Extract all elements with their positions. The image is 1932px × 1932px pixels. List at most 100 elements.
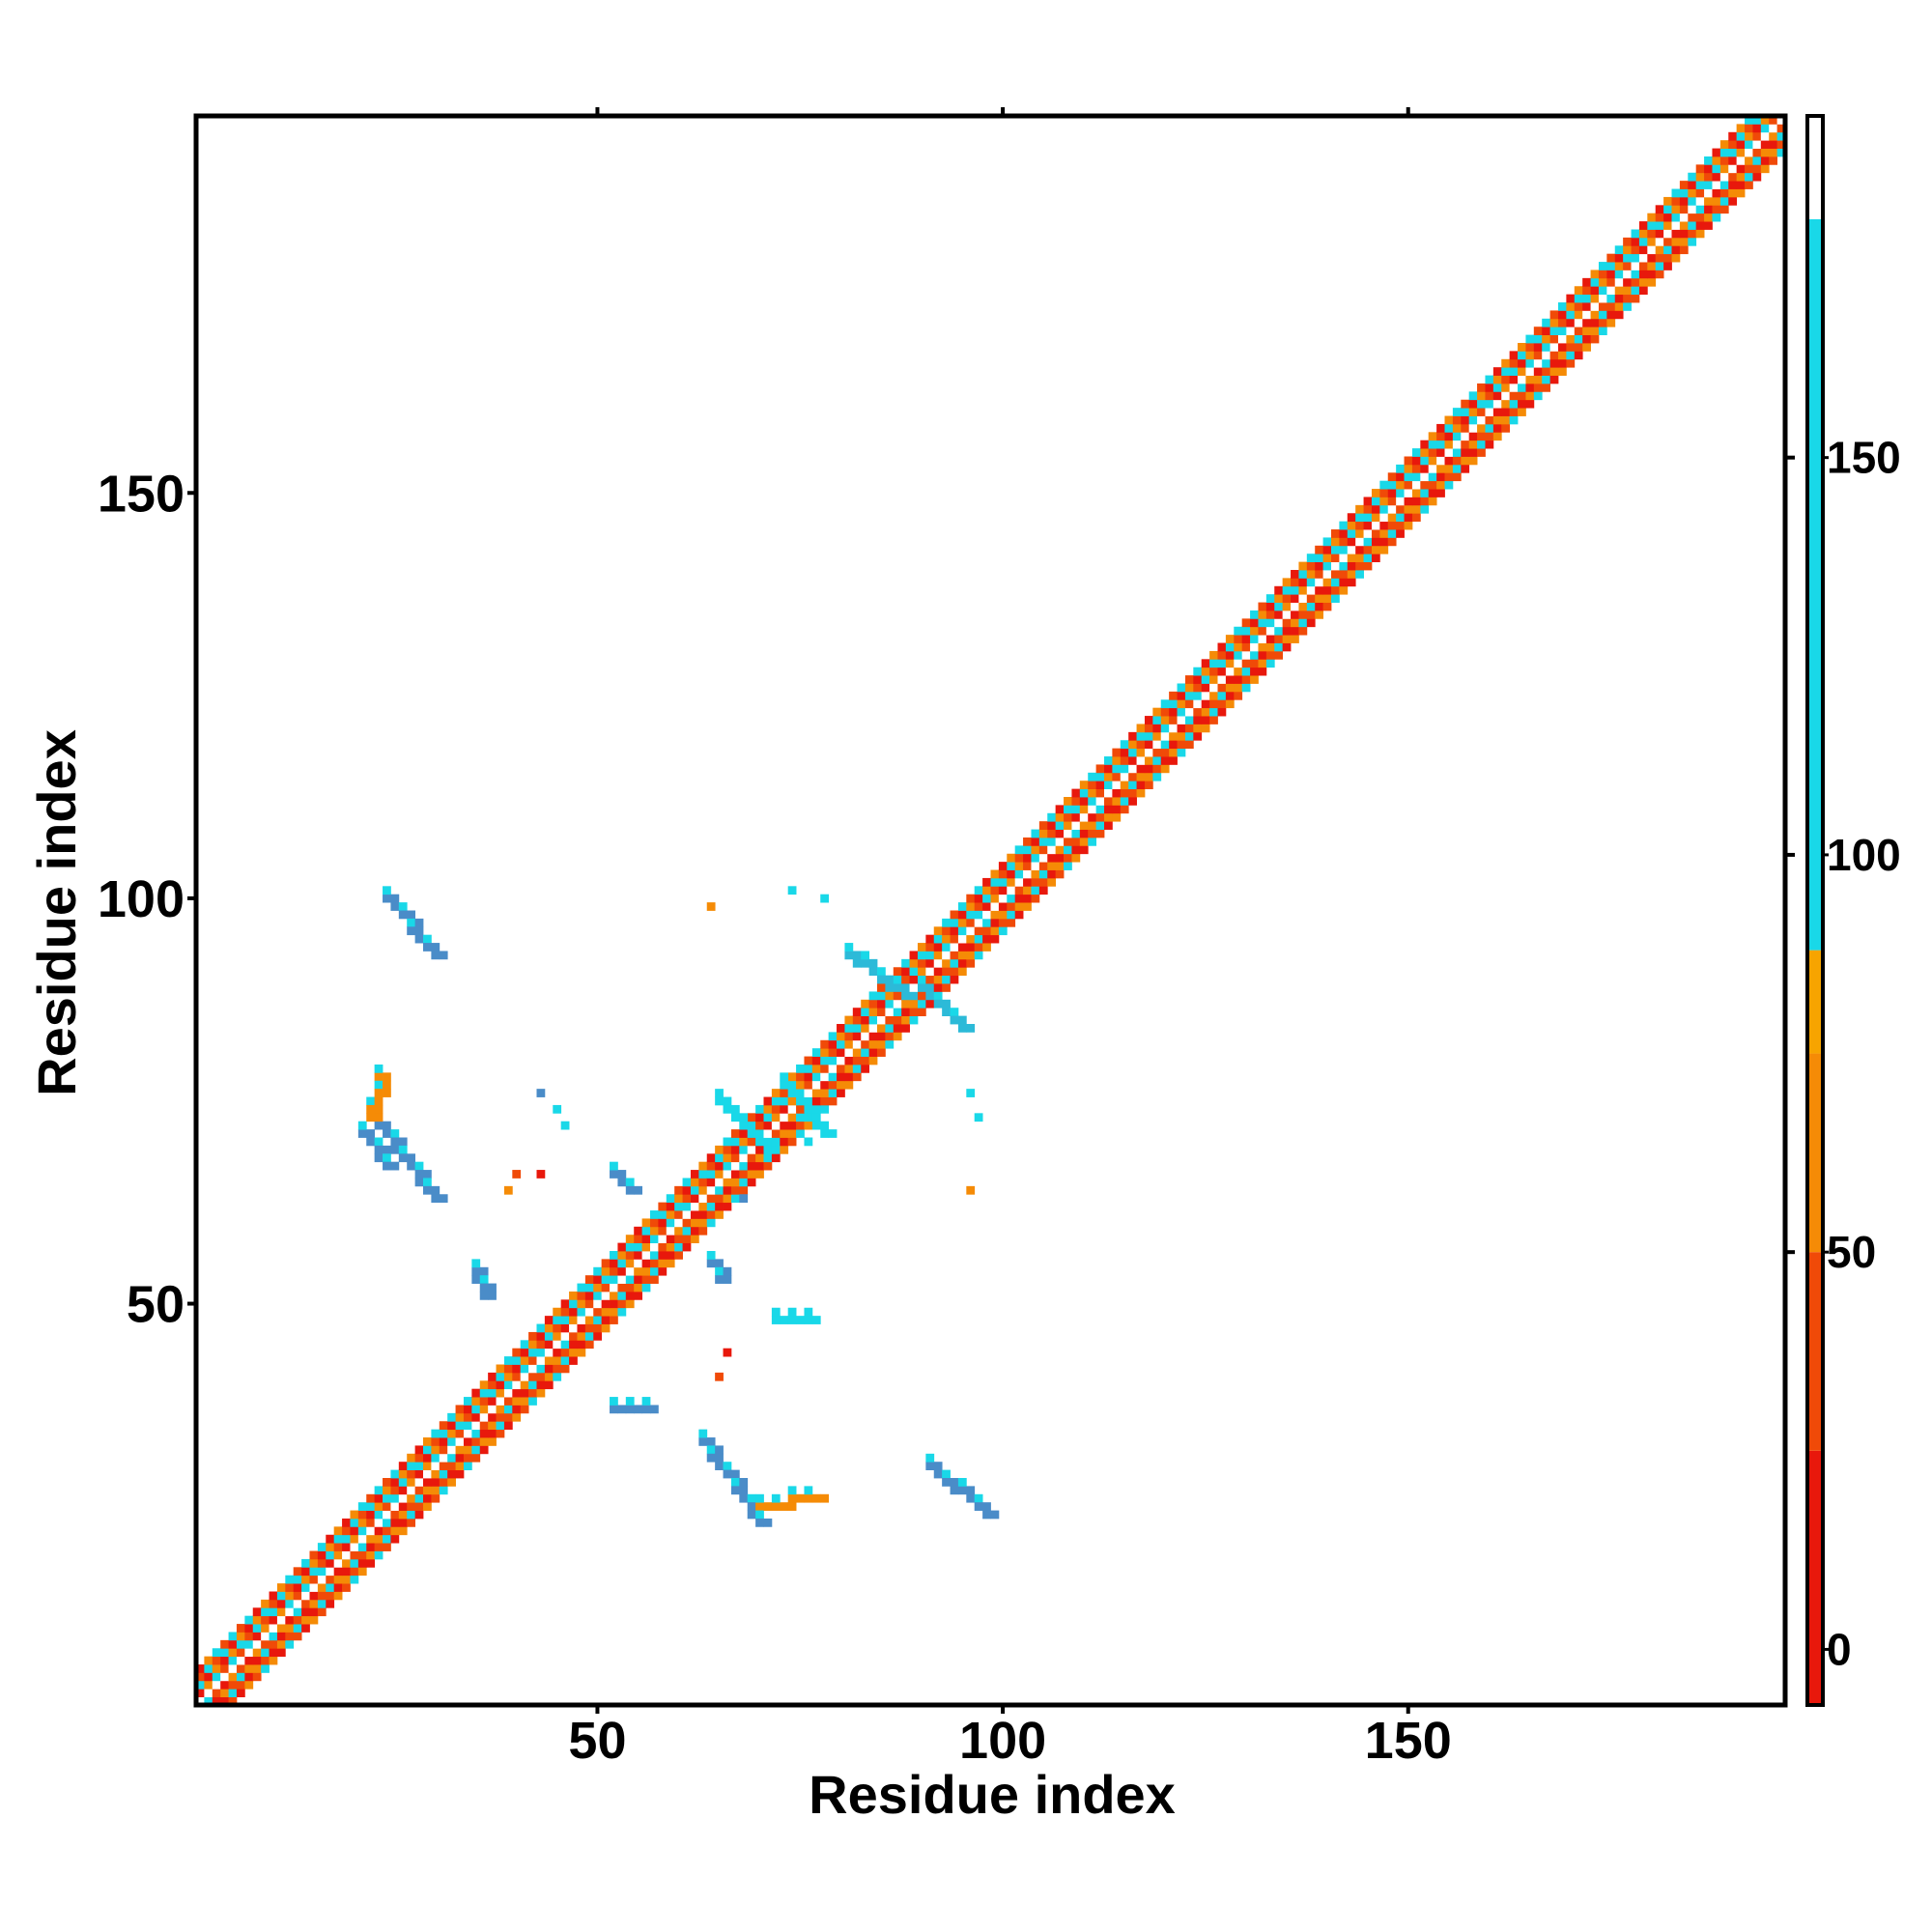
heatmap-cell xyxy=(1347,554,1356,562)
heatmap-cell xyxy=(706,1437,716,1446)
heatmap-cell xyxy=(1501,423,1511,433)
heatmap-cell xyxy=(723,1145,732,1154)
heatmap-cell xyxy=(925,951,935,960)
heatmap-cell xyxy=(390,1502,400,1511)
heatmap-cell xyxy=(820,1080,830,1090)
heatmap-cell xyxy=(1638,237,1648,246)
heatmap-cell xyxy=(1095,821,1105,830)
heatmap-cell xyxy=(350,1534,359,1544)
heatmap-cell xyxy=(374,1104,384,1114)
heatmap-cell xyxy=(1265,602,1275,611)
heatmap-cell xyxy=(852,958,862,968)
heatmap-cell xyxy=(1088,805,1096,814)
heatmap-cell xyxy=(1225,650,1235,660)
heatmap-cell xyxy=(390,1137,400,1147)
heatmap-cell xyxy=(1719,188,1729,198)
heatmap-cell xyxy=(950,926,959,936)
heatmap-cell xyxy=(471,1405,481,1414)
heatmap-cell xyxy=(577,1299,586,1309)
heatmap-cell xyxy=(301,1567,310,1577)
heatmap-cell xyxy=(811,1064,821,1073)
heatmap-cell xyxy=(804,1072,813,1082)
heatmap-cell xyxy=(1184,716,1194,724)
heatmap-cell xyxy=(610,1251,618,1260)
heatmap-cell xyxy=(811,1048,821,1057)
heatmap-cell xyxy=(1606,294,1616,303)
heatmap-cell xyxy=(1647,237,1657,246)
heatmap-cell xyxy=(1064,845,1072,855)
heatmap-cell xyxy=(666,1194,675,1204)
heatmap-cell xyxy=(569,1291,578,1300)
heatmap-cell xyxy=(1647,262,1657,270)
heatmap-cell xyxy=(220,1680,229,1690)
heatmap-cell xyxy=(974,1113,983,1122)
heatmap-cell xyxy=(1315,578,1323,587)
x-axis-title: Residue index xyxy=(809,1764,1176,1825)
heatmap-cell xyxy=(1379,497,1389,506)
heatmap-cell xyxy=(1542,351,1550,360)
heatmap-cell xyxy=(1258,610,1267,619)
heatmap-cell xyxy=(844,1032,854,1041)
heatmap-cell xyxy=(1518,351,1526,360)
heatmap-cell xyxy=(730,1129,740,1138)
heatmap-cell xyxy=(423,1178,432,1187)
heatmap-cell xyxy=(383,1478,391,1487)
heatmap-cell xyxy=(682,1202,692,1211)
heatmap-cell xyxy=(1461,408,1470,416)
heatmap-cell xyxy=(407,918,415,927)
heatmap-cell xyxy=(1614,294,1624,303)
heatmap-cell xyxy=(1574,310,1583,320)
heatmap-cell xyxy=(852,1039,862,1049)
heatmap-cell xyxy=(496,1372,505,1381)
heatmap-cell xyxy=(479,1283,489,1293)
heatmap-cell xyxy=(901,1008,910,1016)
heatmap-cell xyxy=(998,894,1008,903)
heatmap-cell xyxy=(374,1493,384,1503)
heatmap-cell xyxy=(1258,650,1267,660)
heatmap-cell xyxy=(1638,262,1648,270)
heatmap-cell xyxy=(1038,853,1048,863)
heatmap-cell xyxy=(1160,724,1170,733)
heatmap-cell xyxy=(317,1575,327,1584)
heatmap-cell xyxy=(471,1412,481,1422)
heatmap-cell xyxy=(1064,797,1072,806)
heatmap-cell xyxy=(479,1421,489,1431)
heatmap-cell xyxy=(1047,862,1057,870)
heatmap-cell xyxy=(1752,148,1762,157)
heatmap-cell xyxy=(447,1421,456,1431)
heatmap-cell xyxy=(933,934,943,944)
heatmap-cell xyxy=(488,1412,497,1422)
y-axis-title: Residue index xyxy=(26,729,87,1096)
heatmap-cell xyxy=(1136,788,1146,798)
heatmap-cell xyxy=(1282,642,1292,652)
heatmap-cell xyxy=(828,1080,838,1090)
heatmap-cell xyxy=(901,958,910,968)
heatmap-cell xyxy=(1719,156,1729,165)
heatmap-cell xyxy=(998,902,1008,911)
heatmap-cell xyxy=(723,1275,732,1284)
heatmap-cell xyxy=(1047,853,1057,863)
heatmap-cell xyxy=(1549,351,1559,360)
heatmap-cell xyxy=(650,1259,659,1268)
heatmap-cell xyxy=(1355,545,1364,554)
heatmap-cell xyxy=(1695,172,1705,182)
heatmap-cell xyxy=(236,1648,245,1658)
heatmap-cell xyxy=(1598,277,1607,287)
heatmap-cell xyxy=(1623,277,1632,287)
heatmap-cell xyxy=(820,1129,830,1138)
heatmap-cell xyxy=(1614,286,1624,296)
heatmap-cell xyxy=(1079,781,1089,789)
heatmap-cell xyxy=(536,1331,546,1341)
heatmap-cell xyxy=(828,1039,838,1049)
heatmap-cell xyxy=(1752,156,1762,165)
heatmap-cell xyxy=(1695,196,1705,206)
heatmap-cell xyxy=(512,1372,522,1381)
heatmap-cell xyxy=(1250,667,1259,676)
heatmap-cell xyxy=(1120,748,1129,757)
heatmap-cell xyxy=(1169,724,1178,733)
heatmap-cell xyxy=(1265,635,1275,643)
heatmap-cell xyxy=(966,934,976,944)
heatmap-cell xyxy=(982,902,991,911)
heatmap-cell xyxy=(723,1348,732,1357)
heatmap-cell xyxy=(617,1251,627,1260)
